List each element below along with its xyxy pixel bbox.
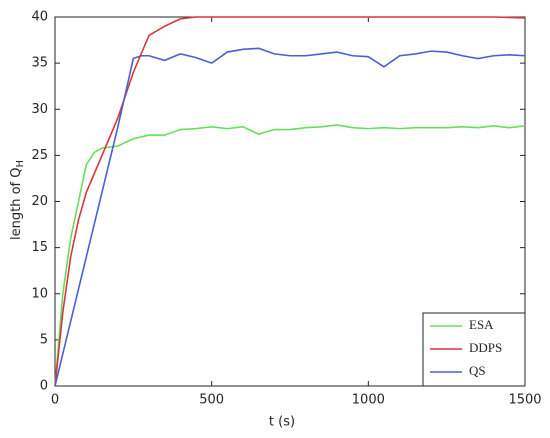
series-line	[54, 16, 526, 387]
series-line	[54, 47, 526, 387]
y-tick-label: 35	[31, 56, 48, 71]
y-tick-label: 10	[31, 286, 48, 301]
x-tick-label: 1000	[352, 393, 385, 408]
y-label-main: length of Q	[9, 168, 24, 240]
y-tick-label: 15	[31, 240, 48, 255]
legend-label: QS	[469, 363, 486, 378]
y-tick-label: 20	[31, 194, 48, 209]
y-tick-label: 25	[31, 148, 48, 163]
x-tick-label: 1500	[508, 393, 541, 408]
x-axis-label: t (s)	[269, 415, 295, 430]
x-tick-label: 0	[51, 393, 59, 408]
y-tick-label: 40	[31, 10, 48, 25]
y-label-subscript: H	[15, 160, 26, 168]
y-tick-label: 0	[40, 379, 48, 394]
series-line	[54, 124, 526, 387]
x-tick-label: 500	[199, 393, 224, 408]
legend-label: DDPS	[469, 340, 502, 355]
legend-label: ESA	[469, 317, 494, 332]
y-axis-label: length of QH	[9, 160, 27, 240]
y-tick-label: 5	[40, 332, 48, 347]
y-tick-label: 30	[31, 102, 48, 117]
